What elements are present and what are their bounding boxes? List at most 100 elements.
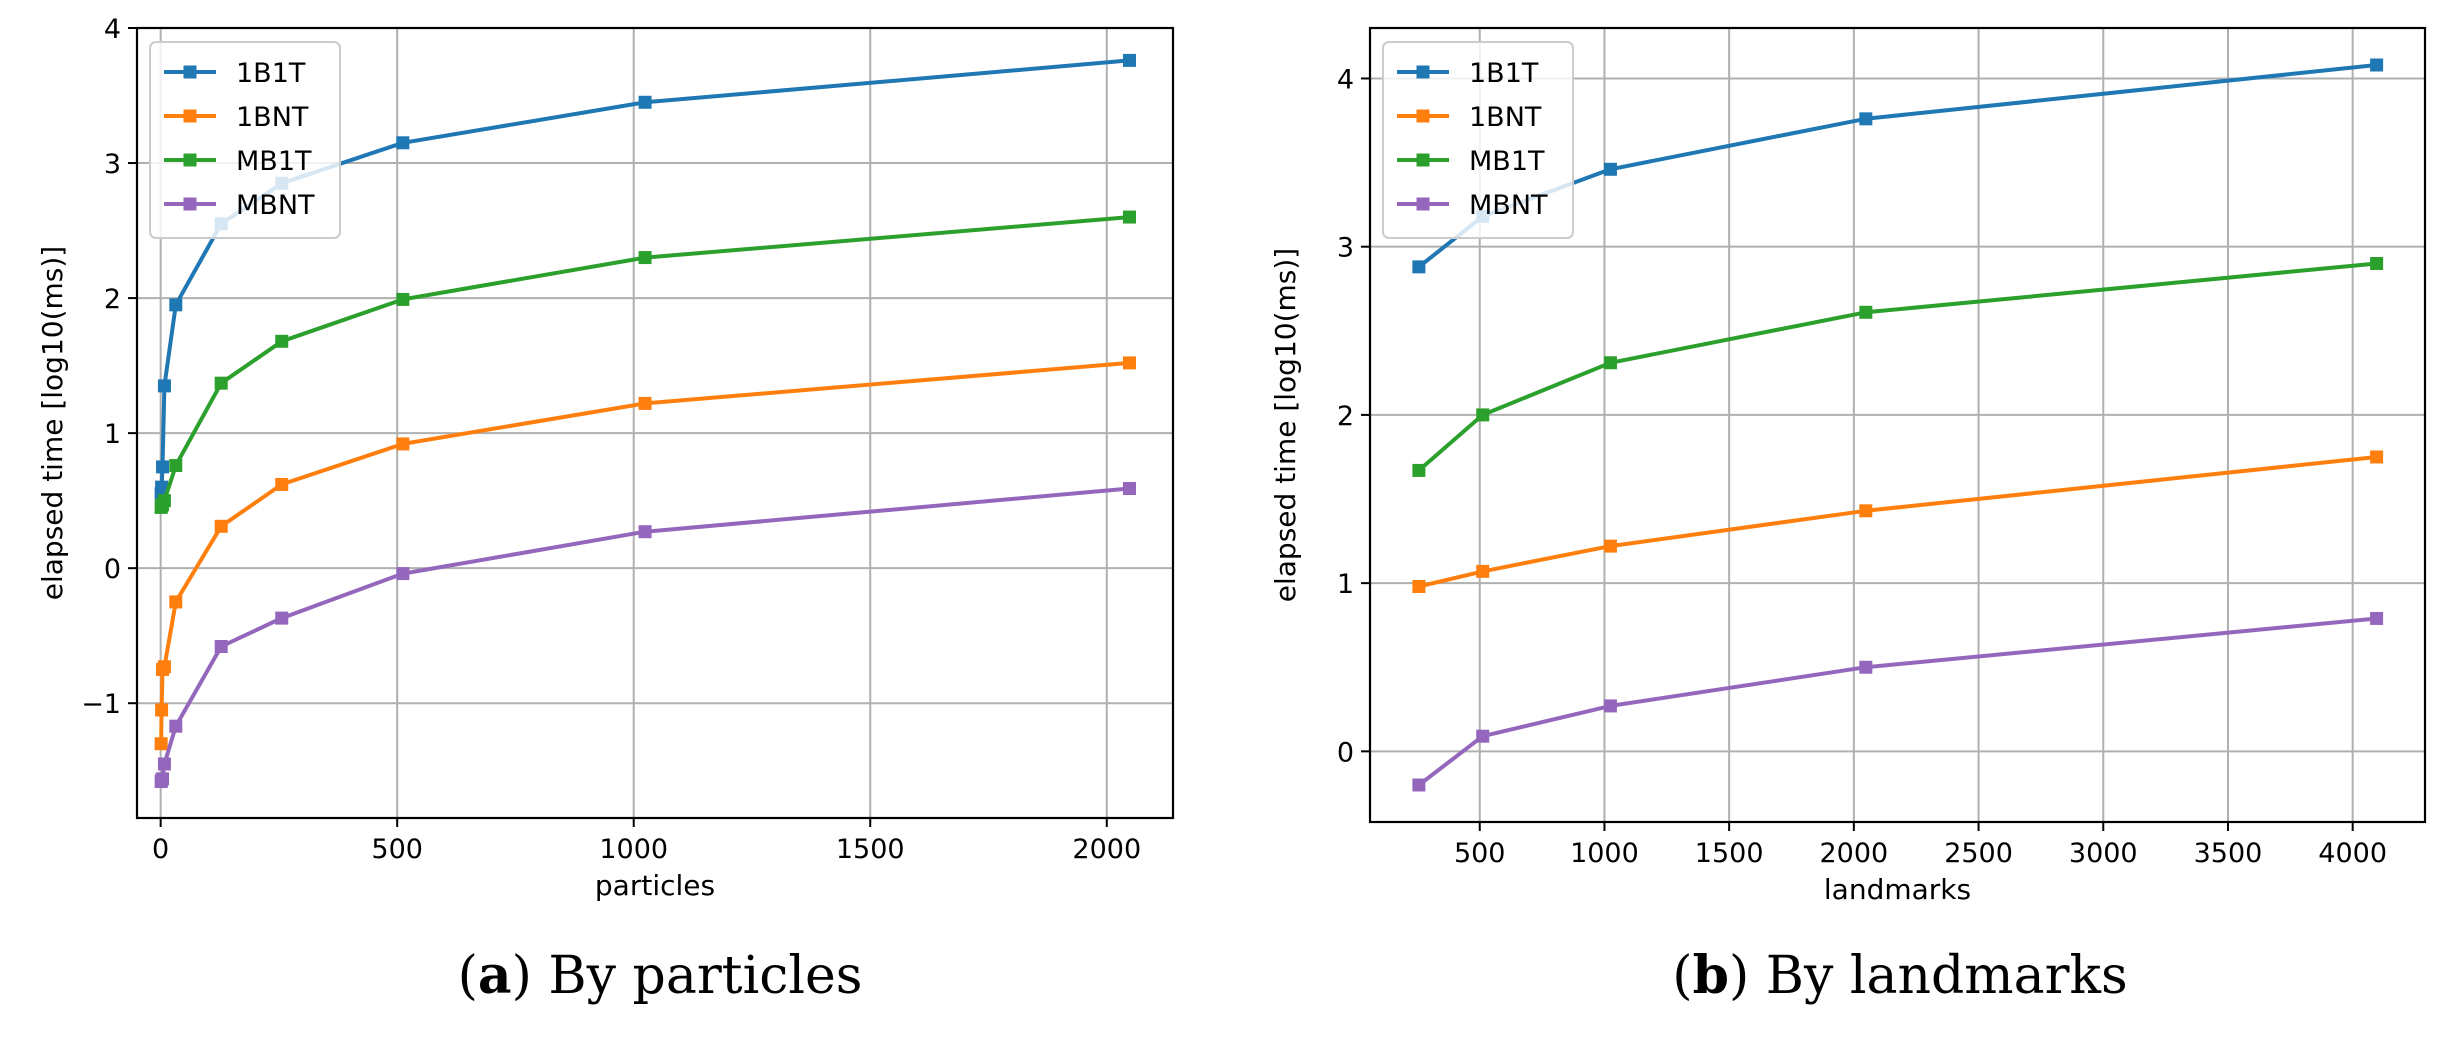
x-tick-label: 1000 (1570, 838, 1639, 869)
data-point (396, 437, 410, 451)
x-tick-label: 1000 (599, 834, 668, 865)
data-point (396, 292, 410, 306)
legend-swatch-marker (183, 109, 197, 123)
caption-a: (a) By particles (458, 945, 863, 1006)
data-point (2370, 58, 2384, 72)
legend-swatch-marker (1416, 109, 1430, 123)
y-tick-label: 3 (1337, 233, 1354, 264)
data-point (1859, 504, 1873, 518)
legend-item: MB1T (1397, 146, 1545, 177)
data-point (1859, 112, 1873, 126)
ticks-a: 0 500 1000 1500 2000 −1 0 1 2 3 4 (81, 14, 1141, 865)
data-point (396, 136, 410, 150)
legend-label: MB1T (236, 146, 312, 177)
x-tick-label: 1500 (1695, 838, 1764, 869)
chart-panel-b: 500 1000 1500 2000 2500 3000 3500 4000 0 1 2 3 4 lan… (1269, 26, 2427, 1006)
chart-panel-a: 0 500 1000 1500 2000 −1 0 1 2 3 4 particles elapse… (36, 14, 1175, 1006)
legend-item: 1B1T (164, 58, 306, 89)
y-tick-label: 0 (1337, 737, 1354, 768)
data-point (275, 477, 289, 491)
series-line (159, 58, 1130, 495)
y-tick-label: 1 (1337, 569, 1354, 600)
data-point (1603, 699, 1617, 713)
data-point (156, 460, 170, 474)
x-tick-label: 500 (371, 834, 423, 865)
data-point (157, 379, 171, 393)
data-point (1412, 260, 1426, 274)
y-tick-label: 4 (1337, 64, 1354, 95)
legend-item: 1BNT (1397, 102, 1542, 133)
data-point (1412, 778, 1426, 792)
y-axis-label-b: elapsed time [log10(ms)] (1269, 248, 1302, 602)
legend-swatch-marker (1416, 197, 1430, 211)
x-tick-label: 500 (1454, 838, 1506, 869)
data-point (156, 772, 170, 786)
data-point (1603, 539, 1617, 553)
data-point (638, 396, 652, 410)
legend-label: MBNT (236, 190, 315, 221)
data-point (157, 660, 171, 674)
data-point (1476, 408, 1490, 422)
legend-b: 1B1T 1BNT MB1T MBNT (1382, 41, 1574, 239)
data-point (2370, 257, 2384, 271)
y-tick-label: −1 (81, 689, 121, 720)
data-point (154, 737, 168, 751)
x-tick-label: 0 (152, 834, 169, 865)
series-1BNT (1412, 450, 2384, 593)
data-point (1859, 660, 1873, 674)
data-point (1603, 162, 1617, 176)
legend-box (149, 41, 341, 239)
x-tick-label: 2000 (1072, 834, 1141, 865)
x-axis-label-b: landmarks (1824, 873, 1971, 906)
data-point (1122, 53, 1136, 67)
legend-swatch-marker (183, 65, 197, 79)
data-point (1476, 729, 1490, 743)
legend-label: 1B1T (236, 58, 306, 89)
data-point (1122, 210, 1136, 224)
data-point (1859, 305, 1873, 319)
y-tick-label: 4 (104, 14, 121, 45)
series-MB1T (154, 210, 1136, 514)
data-point (157, 757, 171, 771)
plot-frame-a (135, 26, 1175, 820)
caption-letter-b: b (1693, 945, 1729, 1006)
data-point (214, 376, 228, 390)
y-tick-label: 1 (104, 419, 121, 450)
x-tick-label: 2500 (1944, 838, 2013, 869)
y-tick-label: 0 (104, 554, 121, 585)
y-axis-label-a: elapsed time [log10(ms)] (36, 246, 69, 600)
legend-a: 1B1T 1BNT MB1T MBNT (149, 41, 341, 239)
data-point (396, 567, 410, 581)
x-tick-label: 4000 (2318, 838, 2387, 869)
series-MBNT (154, 481, 1136, 789)
series-line (159, 360, 1130, 744)
data-point (157, 494, 171, 508)
data-point (638, 525, 652, 539)
legend-swatch-marker (1416, 153, 1430, 167)
data-point (1603, 356, 1617, 370)
legend-label: 1BNT (236, 102, 309, 133)
caption-text-a: By particles (548, 946, 862, 1006)
series-1BNT (154, 356, 1136, 751)
y-tick-label: 2 (1337, 401, 1354, 432)
data-point (169, 298, 183, 312)
data-point (638, 251, 652, 265)
x-tick-label: 2000 (1819, 838, 1888, 869)
data-point (275, 611, 289, 625)
legend-box (1382, 41, 1574, 239)
legend-item: MB1T (164, 146, 312, 177)
x-tick-label: 3000 (2069, 838, 2138, 869)
data-point (169, 719, 183, 733)
legend-label: MBNT (1469, 190, 1548, 221)
y-tick-label: 2 (104, 284, 121, 315)
data-point (1476, 564, 1490, 578)
ticks-b: 500 1000 1500 2000 2500 3000 3500 4000 0 1 2 3 4 (1337, 64, 2387, 869)
legend-item: 1B1T (1397, 58, 1539, 89)
data-point (155, 480, 169, 494)
data-point (155, 703, 169, 717)
caption-b: (b) By landmarks (1672, 945, 2127, 1006)
series-MBNT (1412, 611, 2384, 792)
data-point (1412, 463, 1426, 477)
legend-label: 1BNT (1469, 102, 1542, 133)
